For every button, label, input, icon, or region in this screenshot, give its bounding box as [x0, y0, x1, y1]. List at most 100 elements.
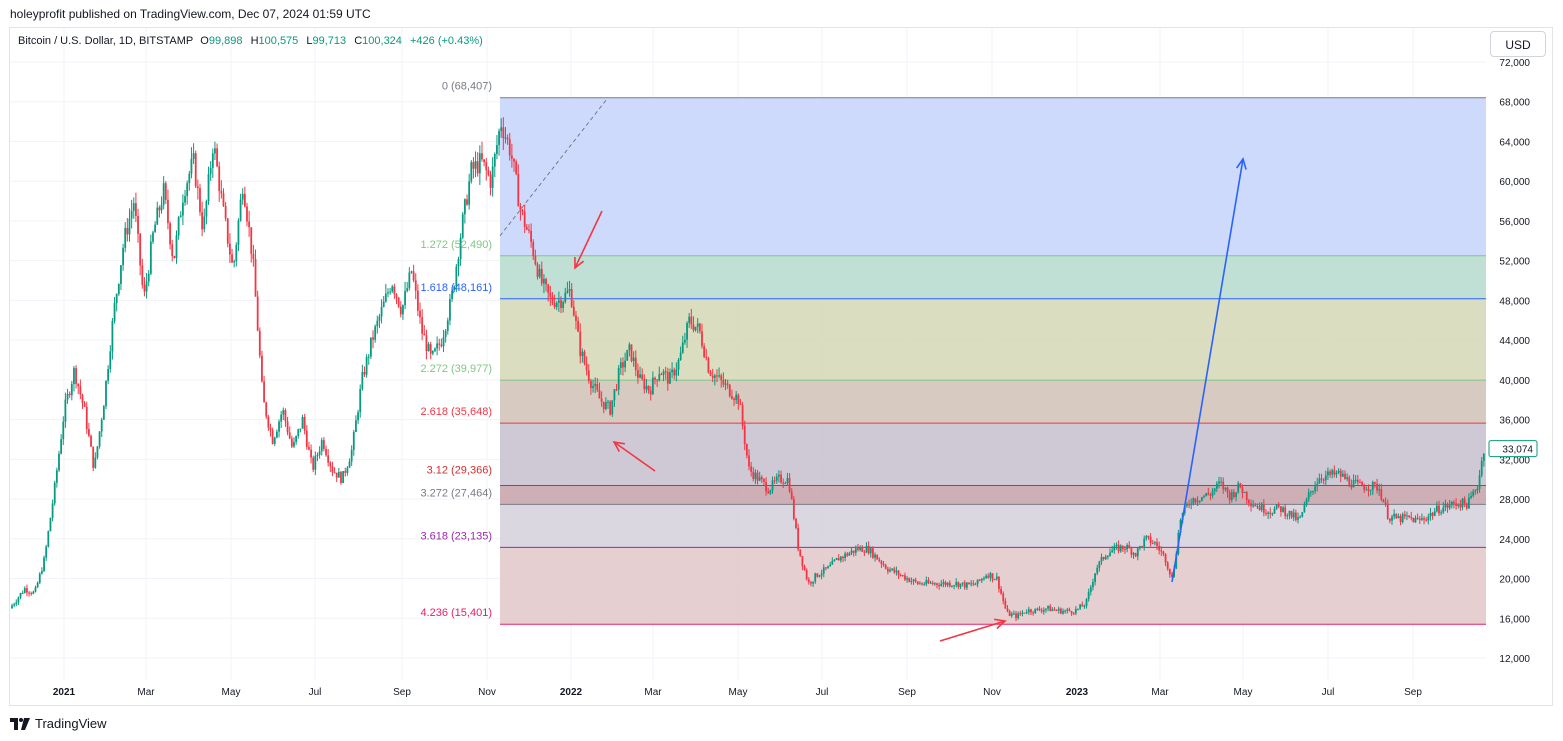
- candle-body: [929, 582, 932, 584]
- candle-body: [1012, 613, 1015, 615]
- candle-body: [1429, 512, 1432, 517]
- candle-body: [1096, 567, 1099, 574]
- candle-body: [978, 579, 981, 581]
- candle-body: [363, 371, 366, 375]
- candle-body: [596, 384, 599, 391]
- candle-body: [1354, 479, 1357, 481]
- candle-body: [634, 357, 637, 371]
- tradingview-logo-icon[interactable]: [10, 717, 30, 730]
- candle-body: [1292, 512, 1295, 518]
- candle-body: [96, 446, 99, 458]
- currency-button[interactable]: USD: [1490, 31, 1546, 57]
- candle-body: [34, 587, 37, 592]
- candle-body: [457, 259, 460, 267]
- candle-body: [1397, 516, 1400, 519]
- candle-body: [666, 371, 669, 384]
- candle-body: [1047, 606, 1049, 609]
- candle-body: [504, 137, 507, 139]
- candle-body: [322, 440, 325, 449]
- candle-body: [810, 582, 812, 584]
- candle-body: [226, 218, 229, 244]
- candle-body: [1239, 483, 1242, 488]
- candle-body: [340, 471, 342, 484]
- candle-body: [1156, 542, 1158, 546]
- candle-body: [510, 155, 513, 159]
- candle-body: [686, 323, 688, 340]
- candle-body: [1476, 488, 1479, 491]
- candle-body: [758, 477, 761, 481]
- candle-body: [1027, 609, 1030, 613]
- candle-body: [649, 390, 652, 395]
- candle-body: [848, 553, 851, 556]
- y-tick-label: 48,000: [1499, 296, 1530, 307]
- candle-body: [51, 503, 54, 518]
- candle-body: [1079, 604, 1082, 609]
- x-tick-label: Sep: [1404, 687, 1422, 698]
- candle-body: [269, 427, 272, 431]
- candle-body: [1023, 612, 1026, 614]
- brand-name[interactable]: TradingView: [35, 716, 107, 731]
- candle-body: [171, 244, 174, 257]
- candle-body: [1442, 507, 1445, 513]
- last-price-box: [1488, 440, 1538, 458]
- candle-body: [1433, 511, 1436, 516]
- fib-label: 2.618 (35,648): [420, 406, 492, 418]
- candle-body: [998, 576, 1000, 589]
- candle-body: [1226, 487, 1229, 493]
- candle-body: [694, 326, 697, 331]
- candle-body: [1388, 518, 1391, 521]
- candle-body: [177, 217, 180, 236]
- candle-body: [669, 372, 671, 384]
- candle-body: [805, 569, 808, 580]
- candle-body: [359, 388, 362, 413]
- candle-body: [1294, 512, 1297, 520]
- candle-body: [681, 342, 684, 353]
- candle-body: [976, 579, 979, 585]
- candle-body: [1109, 552, 1111, 557]
- candle-body: [1196, 500, 1199, 503]
- candle-body: [1040, 610, 1043, 612]
- candle-body: [1004, 600, 1007, 609]
- candle-body: [1209, 494, 1212, 496]
- candle-body: [1380, 489, 1383, 500]
- candle-body: [83, 403, 86, 407]
- candle-body: [1126, 545, 1129, 550]
- candle-body: [181, 202, 184, 216]
- candle-body: [897, 570, 900, 575]
- candle-body: [367, 356, 370, 358]
- candle-body: [716, 375, 718, 377]
- candle-body: [743, 425, 746, 445]
- footer: TradingView: [10, 716, 107, 731]
- candle-body: [1111, 550, 1114, 553]
- fib-zone: [500, 255, 1486, 299]
- candle-body: [453, 286, 456, 291]
- x-tick-label: Sep: [393, 687, 411, 698]
- time-axis: 2021 Mar May Jul Sep Nov 2022 Mar May Jul Sep Nov 20…: [53, 687, 1422, 698]
- candle-body: [333, 472, 336, 474]
- candle-body: [517, 173, 520, 207]
- annotations: [574, 157, 1247, 642]
- candle-body: [241, 193, 244, 200]
- candle-body: [530, 230, 533, 242]
- candle-body: [833, 559, 836, 561]
- candle-body: [444, 330, 447, 338]
- arrow-annotation-head: [574, 256, 585, 270]
- candle-body: [654, 377, 656, 380]
- candle-body: [1036, 608, 1039, 610]
- candle-body: [1262, 503, 1265, 513]
- candle-body: [310, 449, 312, 458]
- candle-body: [1119, 545, 1122, 552]
- candle-body: [705, 356, 708, 358]
- candle-body: [470, 162, 473, 182]
- candle-body: [355, 420, 357, 433]
- candle-body: [1252, 505, 1255, 507]
- candle-body: [797, 528, 800, 550]
- candle-body: [677, 359, 680, 370]
- candle-body: [861, 547, 864, 552]
- candle-body: [577, 320, 580, 332]
- candle-body: [993, 579, 996, 581]
- x-tick-label: Jul: [816, 687, 829, 698]
- high-value: 100,575: [258, 35, 299, 47]
- candle-body: [534, 256, 537, 265]
